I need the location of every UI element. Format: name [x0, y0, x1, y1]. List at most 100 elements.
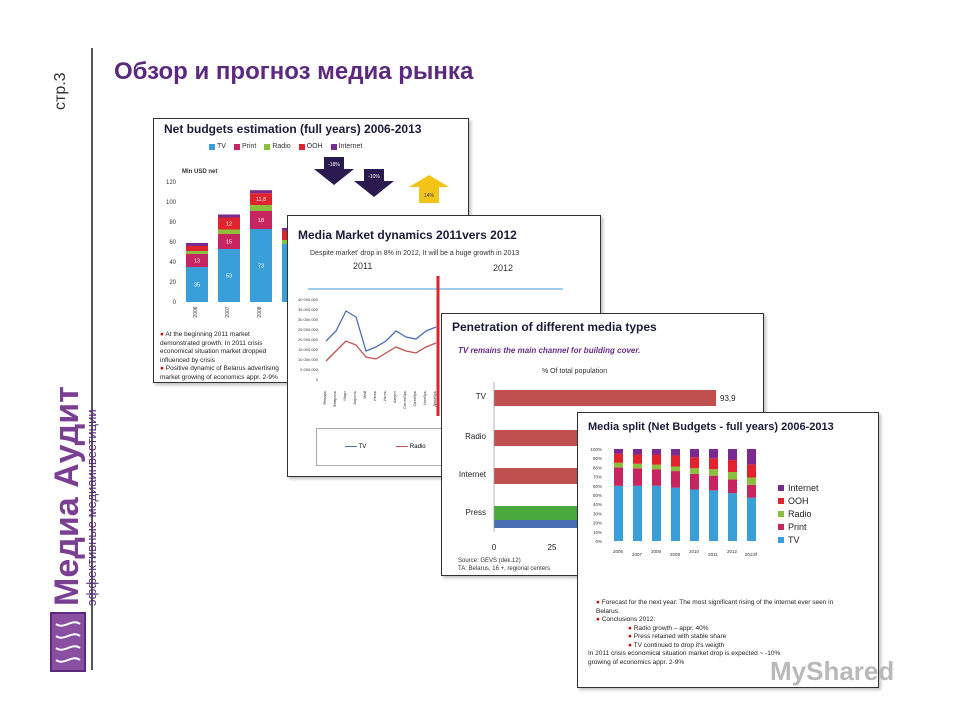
- bar-segment-radio: [747, 477, 756, 485]
- bar-segment-internet: [614, 449, 623, 454]
- bar-segment-radio: [633, 463, 642, 469]
- slide3-subtitle: TV remains the main channel for building…: [458, 346, 641, 355]
- data-label: 93,9: [720, 394, 736, 403]
- company-logo: Медиа Аудит эффективные медиаинвестиции: [48, 386, 99, 675]
- x-tick-label: Ноябрь: [422, 391, 427, 405]
- y-tick-label: 40%: [593, 502, 602, 507]
- y-tick-label: 30 000 000: [298, 317, 319, 322]
- x-tick-label: Январь: [322, 391, 327, 405]
- x-tick-label: Декабрь: [432, 391, 437, 407]
- bar-segment-tv: [186, 267, 208, 302]
- slide1-legend: TV Print Radio OOH Internet: [209, 143, 362, 150]
- logo-brand: Медиа Аудит: [48, 386, 86, 606]
- bar-segment-ooh: [652, 454, 661, 465]
- legend-item-tv: TV: [345, 444, 366, 450]
- y-tick-label: 100%: [590, 447, 602, 452]
- vertical-divider: [91, 48, 93, 670]
- bar-segment-ooh: [709, 458, 718, 470]
- slide1-note-2: ● Positive dynamic of Belarus advertisin…: [160, 365, 279, 381]
- slide-media-split: Media split (Net Budgets - full years) 2…: [577, 412, 879, 688]
- y-tick-label: 60%: [593, 484, 602, 489]
- x-tick-label: 2010: [689, 549, 700, 554]
- slide4-note-1: ● Forecast for the next year: The most s…: [596, 599, 834, 615]
- bar-segment-tv: [614, 485, 623, 541]
- legend-label: Internet: [788, 483, 819, 493]
- bar-segment-internet: [747, 449, 756, 465]
- bar-segment-tv: [671, 487, 680, 541]
- bar-segment-ooh: [690, 457, 699, 469]
- data-label: 18: [258, 218, 264, 224]
- y-tick-label: 80%: [593, 465, 602, 470]
- legend-swatch-internet: [778, 485, 784, 491]
- y-tick-label: 90%: [593, 456, 602, 461]
- y-tick-label: 40 000 000: [298, 297, 319, 302]
- legend-label: OOH: [788, 496, 809, 506]
- category-label: Press: [466, 508, 486, 517]
- bar-segment-radio: [250, 205, 272, 211]
- bar-segment-print: [218, 234, 240, 249]
- bar-segment-tv: [728, 493, 737, 541]
- legend-swatch-radio: [778, 511, 784, 517]
- bar-segment-radio: [690, 468, 699, 474]
- logo-tagline: эффективные медиаинвестиции: [84, 409, 99, 606]
- bar-segment-tv: [690, 489, 699, 541]
- series-line-tv: [325, 310, 437, 352]
- x-tick-label: 2007: [225, 306, 231, 317]
- legend-item-ooh: OOH: [298, 143, 323, 150]
- bar-segment-print: [652, 469, 661, 486]
- bar-segment-ooh: [671, 455, 680, 467]
- data-label: 15: [226, 240, 232, 246]
- slide3-title: Penetration of different media types: [452, 320, 657, 334]
- x-tick-label: Август: [392, 391, 397, 403]
- bar-segment-tv: [250, 229, 272, 302]
- legend-swatch-print: [778, 524, 784, 530]
- legend-item-internet: Internet: [330, 143, 362, 150]
- x-tick-label: 2006: [613, 549, 624, 554]
- bar-segment-tv: [652, 485, 661, 541]
- category-label: Internet: [459, 470, 487, 479]
- bar-segment-internet: [690, 449, 699, 458]
- slide1-note-1: ● At the beginning 2011 market demonstra…: [160, 331, 267, 364]
- x-tick-label: 2011: [708, 552, 718, 557]
- slide4-note-3: ● Radio growth – appr. 40%: [628, 624, 709, 632]
- bar-segment-tv: [218, 249, 240, 302]
- slide4-note-7: growing of economics appr. 2-9%: [588, 658, 685, 666]
- slide2-year-2012: 2012: [493, 263, 514, 273]
- category-label: Radio: [465, 432, 486, 441]
- slide4-note-5: ● TV continued to drop it's weigth: [628, 641, 725, 649]
- legend-swatch-tv: [778, 537, 784, 543]
- y-tick-label: 60: [169, 240, 176, 246]
- watermark-text: MyShared: [770, 656, 895, 686]
- bar-segment-internet: [186, 243, 208, 246]
- bar-segment-tv: [709, 490, 718, 541]
- legend-label: TV: [788, 535, 800, 545]
- bar-segment-radio: [671, 466, 680, 472]
- legend-label: Radio: [788, 509, 812, 519]
- category-label: TV: [476, 392, 487, 401]
- y-tick-label: 50%: [593, 493, 602, 498]
- market-dynamics-chart: 40 000 000 35 000 000 30 000 000 25 000 000…: [298, 276, 563, 416]
- bar-segment-internet: [709, 449, 718, 459]
- page-title: Обзор и прогноз медиа рынка: [114, 58, 474, 85]
- bar-segment-internet: [728, 449, 737, 461]
- slide4-title: Media split (Net Budgets - full years) 2…: [588, 421, 834, 433]
- bar-segment-internet: [671, 449, 680, 456]
- y-tick-label: 5 000 000: [300, 367, 319, 372]
- x-tick-label: Сентябрь: [402, 391, 407, 409]
- legend-swatch-ooh: [778, 498, 784, 504]
- slide2-year-2011: 2011: [353, 261, 373, 271]
- y-tick-label: 0: [316, 377, 319, 382]
- slide1-notes: ● At the beginning 2011 market demonstra…: [160, 331, 290, 382]
- x-tick-label: 2007: [632, 552, 643, 557]
- y-tick-label: 35 000 000: [298, 307, 319, 312]
- x-tick-label: 2008: [257, 306, 263, 317]
- x-tick-label: 0: [492, 543, 497, 552]
- bar-segment-ooh: [747, 464, 756, 478]
- data-label: 12: [226, 222, 232, 228]
- bar-segment-internet: [218, 214, 240, 218]
- slide2-title: Media Market dynamics 2011vers 2012: [298, 228, 517, 242]
- data-label: 35: [194, 283, 200, 289]
- slide3-source: Source: GEVS (dek.12): [458, 558, 521, 564]
- bar-segment-tv: [747, 497, 756, 541]
- arrow-icon: [314, 157, 354, 185]
